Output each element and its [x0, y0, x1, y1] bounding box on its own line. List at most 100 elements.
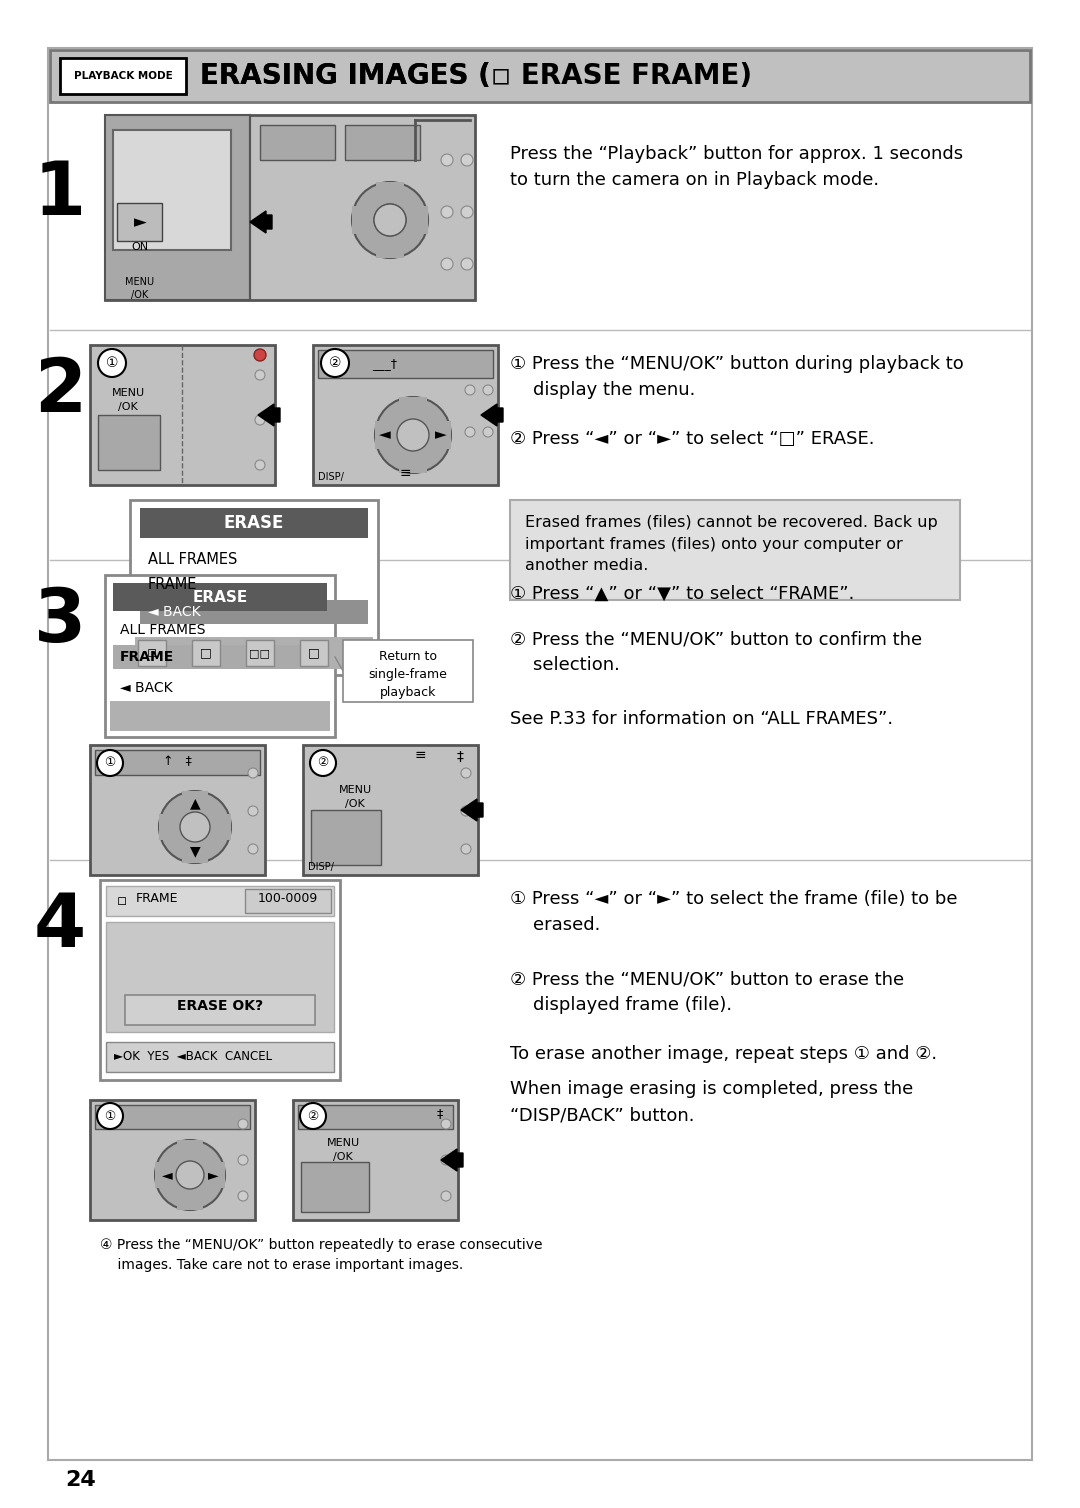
Circle shape — [321, 348, 349, 377]
Text: ① Press “◄” or “►” to select the frame (file) to be
    erased.: ① Press “◄” or “►” to select the frame (… — [510, 890, 958, 935]
Text: FRAME: FRAME — [148, 578, 198, 593]
Circle shape — [159, 792, 231, 863]
Bar — [352, 207, 428, 234]
Text: ①: ① — [106, 356, 118, 369]
Bar — [95, 1105, 249, 1129]
Bar — [113, 584, 327, 611]
Bar — [125, 995, 315, 1025]
Circle shape — [352, 182, 428, 258]
Circle shape — [254, 348, 266, 360]
Circle shape — [255, 369, 265, 380]
Text: ▲: ▲ — [190, 796, 200, 810]
Text: ERASING IMAGES (◽ ERASE FRAME): ERASING IMAGES (◽ ERASE FRAME) — [200, 62, 752, 90]
FancyArrow shape — [258, 404, 280, 425]
Circle shape — [441, 207, 453, 219]
Bar — [105, 115, 249, 300]
Text: ►: ► — [134, 213, 147, 231]
Text: ERASE OK?: ERASE OK? — [177, 998, 264, 1013]
Bar — [106, 887, 334, 915]
Text: ② Press the “MENU/OK” button to erase the
    displayed frame (file).: ② Press the “MENU/OK” button to erase th… — [510, 970, 904, 1015]
Text: Press the “Playback” button for approx. 1 seconds
to turn the camera on in Playb: Press the “Playback” button for approx. … — [510, 145, 963, 190]
Text: ►: ► — [207, 1169, 218, 1182]
Circle shape — [310, 749, 336, 777]
Circle shape — [238, 1191, 248, 1200]
Circle shape — [465, 427, 475, 437]
Text: ≡: ≡ — [415, 748, 426, 762]
Text: ①: ① — [105, 757, 116, 769]
Text: ◄ BACK: ◄ BACK — [120, 682, 173, 695]
Circle shape — [483, 385, 492, 395]
Text: 4: 4 — [33, 890, 86, 964]
Bar — [135, 636, 373, 670]
Text: ERASE: ERASE — [224, 514, 284, 532]
Text: ② Press the “MENU/OK” button to confirm the
    selection.: ② Press the “MENU/OK” button to confirm … — [510, 630, 922, 674]
Bar — [105, 575, 335, 737]
Text: ④ Press the “MENU/OK” button repeatedly to erase consecutive
    images. Take ca: ④ Press the “MENU/OK” button repeatedly … — [100, 1238, 542, 1271]
Text: ___†: ___† — [373, 357, 397, 371]
Circle shape — [180, 811, 210, 841]
Bar — [117, 204, 162, 241]
Bar — [90, 345, 275, 486]
Text: Return to
single-frame
playback: Return to single-frame playback — [368, 650, 447, 700]
Bar — [156, 1163, 225, 1188]
Text: DISP/: DISP/ — [308, 863, 334, 872]
Text: ◽: ◽ — [117, 894, 127, 908]
Circle shape — [461, 207, 473, 219]
Circle shape — [248, 768, 258, 778]
Circle shape — [461, 805, 471, 816]
Bar — [318, 350, 492, 379]
Text: ►OK  YES  ◄BACK  CANCEL: ►OK YES ◄BACK CANCEL — [114, 1051, 272, 1063]
Text: □□: □□ — [249, 648, 270, 657]
Text: ① Press the “MENU/OK” button during playback to
    display the menu.: ① Press the “MENU/OK” button during play… — [510, 354, 963, 400]
Circle shape — [374, 204, 406, 235]
Bar — [113, 645, 327, 670]
Circle shape — [248, 844, 258, 854]
FancyArrow shape — [461, 799, 483, 820]
Circle shape — [300, 1102, 326, 1129]
Bar — [298, 1105, 453, 1129]
Circle shape — [461, 768, 471, 778]
FancyArrow shape — [249, 211, 272, 234]
Circle shape — [441, 258, 453, 270]
Bar — [246, 639, 274, 667]
Bar — [260, 125, 335, 160]
Bar — [183, 792, 208, 863]
Text: See P.33 for information on “ALL FRAMES”.: See P.33 for information on “ALL FRAMES”… — [510, 710, 893, 728]
Bar — [177, 1140, 203, 1209]
Bar — [510, 501, 960, 600]
Text: ERASE: ERASE — [192, 590, 247, 605]
Bar — [100, 881, 340, 1080]
Circle shape — [397, 419, 429, 451]
Text: ◄ BACK: ◄ BACK — [148, 605, 201, 618]
FancyArrow shape — [441, 1149, 463, 1172]
Circle shape — [97, 1102, 123, 1129]
Bar — [300, 639, 328, 667]
Bar — [113, 130, 231, 250]
Text: Erased frames (files) cannot be recovered. Back up
important frames (files) onto: Erased frames (files) cannot be recovere… — [525, 516, 937, 573]
Text: ① Press “▲” or “▼” to select “FRAME”.: ① Press “▲” or “▼” to select “FRAME”. — [510, 585, 854, 603]
Circle shape — [156, 1140, 225, 1209]
Text: 3: 3 — [33, 585, 86, 657]
Text: ②: ② — [308, 1110, 319, 1122]
Bar — [313, 345, 498, 486]
Bar — [343, 639, 473, 703]
Circle shape — [375, 397, 451, 474]
Text: ALL FRAMES: ALL FRAMES — [120, 623, 205, 636]
Bar — [303, 745, 478, 875]
Circle shape — [255, 415, 265, 425]
Bar — [106, 1042, 334, 1072]
Bar — [140, 508, 368, 538]
Text: ②: ② — [318, 757, 328, 769]
Text: ② Press “◄” or “►” to select “□” ERASE.: ② Press “◄” or “►” to select “□” ERASE. — [510, 430, 875, 448]
Text: ▼: ▼ — [190, 844, 200, 858]
Bar — [130, 501, 378, 676]
Text: ON: ON — [132, 241, 149, 252]
Text: FRAME: FRAME — [136, 893, 178, 905]
Text: DISP/: DISP/ — [318, 472, 343, 483]
Text: □: □ — [308, 647, 320, 659]
Bar — [60, 57, 186, 93]
Bar — [105, 115, 475, 300]
Bar — [375, 421, 451, 449]
Circle shape — [483, 427, 492, 437]
FancyArrow shape — [481, 404, 503, 425]
